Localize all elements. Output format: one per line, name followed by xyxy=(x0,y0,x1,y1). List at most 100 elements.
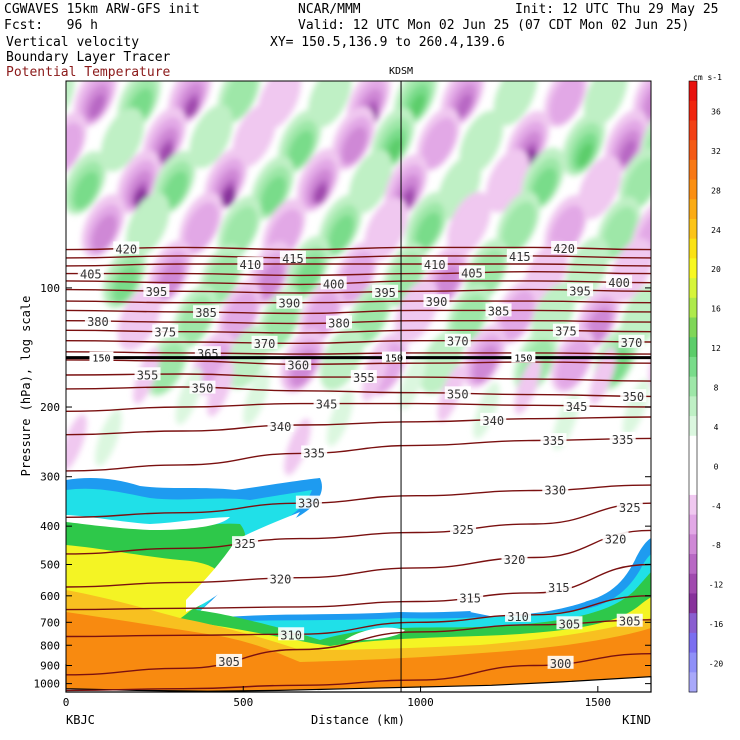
y-tick-label: 1000 xyxy=(34,678,61,691)
theta-label-bg xyxy=(301,445,328,459)
colorbar-label: 8 xyxy=(714,384,719,393)
colorbar-swatch xyxy=(689,455,697,476)
downdraft-cell xyxy=(620,140,636,165)
theta-label-bg xyxy=(232,536,259,550)
updraft-cell xyxy=(493,81,538,126)
theta-label-bg xyxy=(134,367,161,381)
theta-label-bg xyxy=(278,627,305,641)
colorbar-swatch xyxy=(689,297,697,319)
lower-wave-cell xyxy=(284,418,311,476)
updraft-cell xyxy=(501,201,536,253)
theta-label-bg xyxy=(194,346,221,360)
theta-label: 315 xyxy=(459,592,481,606)
theta-label: 390 xyxy=(279,297,301,311)
y-axis-label: Pressure (hPa), log scale xyxy=(19,296,33,477)
colorbar-swatch xyxy=(689,356,697,378)
downdraft-cell xyxy=(549,81,584,125)
theta-label-bg xyxy=(547,655,574,669)
y-tick-label: 600 xyxy=(40,590,60,603)
theta-label-bg xyxy=(77,266,104,280)
theta-label: 380 xyxy=(87,315,109,329)
plot-frame xyxy=(65,80,652,693)
theta-label: 350 xyxy=(447,387,469,401)
downdraft-cell xyxy=(342,126,367,164)
y-axis: 100 200 300 400 500 600 700 800 900 1000 xyxy=(34,282,651,691)
downdraft-cell xyxy=(500,290,535,341)
colorbar-swatch xyxy=(689,337,697,358)
theta-label-bg xyxy=(457,590,484,604)
colorbar-swatch xyxy=(689,573,697,594)
colorbar-label: -4 xyxy=(711,502,721,511)
colorbar-swatch xyxy=(689,652,697,673)
theta-label-bg xyxy=(551,240,578,254)
y-tick-label: 900 xyxy=(40,660,60,673)
tropo-label-bg xyxy=(511,351,536,363)
theta-label-bg xyxy=(552,323,579,337)
y-tick-label: 700 xyxy=(40,616,60,629)
theta-label-bg xyxy=(295,495,322,509)
updraft-cell xyxy=(681,205,729,266)
theta-contour-410 xyxy=(66,263,651,267)
y-tick-label: 300 xyxy=(40,471,60,484)
theta-label-bg xyxy=(251,335,278,349)
downdraft-cell xyxy=(663,153,711,214)
lower-wave-cell xyxy=(95,409,122,467)
theta-label: 395 xyxy=(374,286,396,300)
downdraft-cell xyxy=(185,98,199,118)
theta-contour-405 xyxy=(66,270,651,277)
updraft-cell xyxy=(223,206,258,257)
theta-label: 385 xyxy=(195,306,217,320)
init-time: Init: 12 UTC Thu 29 May 25 xyxy=(515,2,719,17)
theta-label-bg xyxy=(567,283,594,297)
theta-label-bg xyxy=(606,275,633,289)
colorbar-swatch xyxy=(689,396,697,417)
theta-label: 405 xyxy=(461,267,483,281)
theta-label: 360 xyxy=(287,358,309,372)
theta-label-bg xyxy=(372,284,399,298)
downdraft-cell xyxy=(723,320,740,397)
theta-label: 325 xyxy=(234,537,256,551)
theta-label: 340 xyxy=(482,414,504,428)
colorbar-label: -16 xyxy=(709,620,724,629)
colorbar-swatch xyxy=(689,416,697,437)
colorbar-label: 28 xyxy=(711,186,721,195)
theta-label-bg xyxy=(216,653,243,667)
colorbar-swatch xyxy=(689,435,697,456)
updraft-cell xyxy=(308,81,352,128)
theta-label: 325 xyxy=(619,501,641,515)
theta-label-bg xyxy=(620,389,647,403)
theta-label-bg xyxy=(563,398,590,412)
theta-contour-310 xyxy=(66,595,651,638)
theta-label-bg xyxy=(505,608,532,622)
colorbar-swatch xyxy=(689,613,697,634)
downdraft-cell xyxy=(643,83,651,121)
updraft-cell xyxy=(624,157,651,209)
lower-wave-cell xyxy=(514,357,541,415)
theta-label: 345 xyxy=(566,400,588,414)
downdraft-cell xyxy=(656,141,717,218)
theta-contour-385 xyxy=(66,309,651,315)
updraft-cell xyxy=(189,104,233,169)
theta-label: 310 xyxy=(507,610,529,624)
colorbar-label: -20 xyxy=(709,659,724,668)
colorbar-swatch xyxy=(689,494,697,516)
theta-label: 305 xyxy=(218,655,240,669)
theta-label-bg xyxy=(616,499,643,513)
tracer-gap-upper xyxy=(66,515,230,530)
theta-contour-370 xyxy=(66,339,651,345)
downdraft-cell xyxy=(556,338,591,390)
x-tick-label: 1000 xyxy=(407,696,434,709)
theta-label: 355 xyxy=(137,368,159,382)
left-endpoint-label: KBJC xyxy=(66,713,95,727)
x-axis-label: Distance (km) xyxy=(311,713,405,727)
lower-wave-cell xyxy=(66,414,87,472)
potential-temperature-contours: 420 420 415 415 410 410 405 405 400 400 395 395 395 3… xyxy=(66,240,651,692)
downdraft-cell xyxy=(91,214,117,252)
downdraft-cell xyxy=(472,344,498,383)
theta-label-bg xyxy=(350,370,377,384)
theta-label-bg xyxy=(545,579,572,593)
colorbar-swatch xyxy=(689,593,697,614)
colorbar-swatch xyxy=(689,140,697,161)
theta-label: 300 xyxy=(550,657,572,671)
